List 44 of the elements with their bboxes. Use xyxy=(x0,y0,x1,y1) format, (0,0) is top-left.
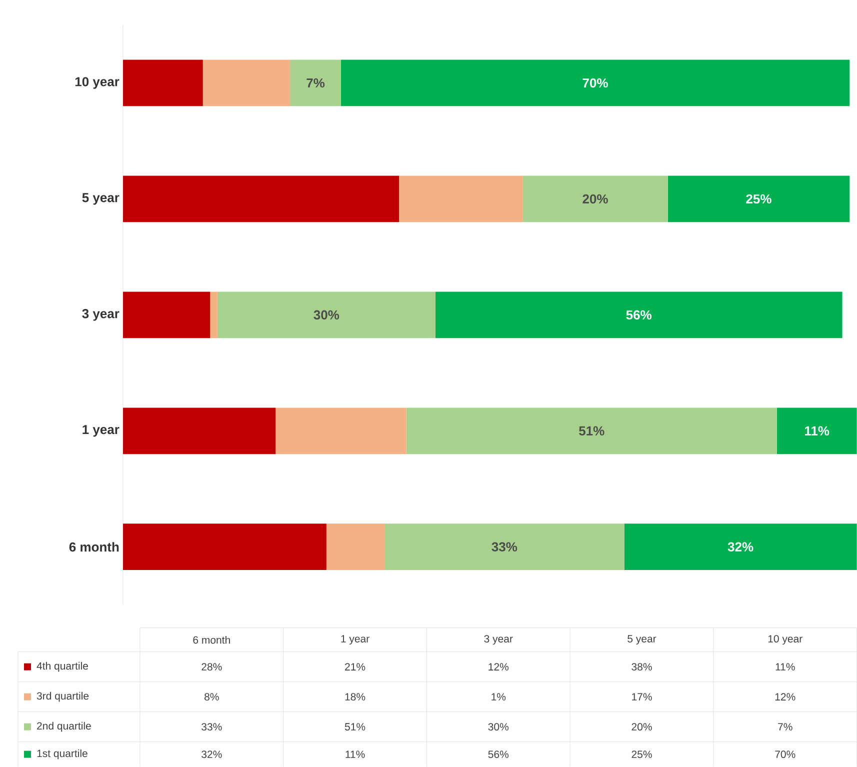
text: 8% xyxy=(204,693,219,701)
legend-label: 2nd quartile xyxy=(37,722,91,732)
text: 1% xyxy=(492,693,506,700)
legend-label: 4th quartile xyxy=(36,662,88,672)
y-tick-label: 6 month xyxy=(69,542,119,552)
data-label: 20% xyxy=(582,194,608,204)
legend-label: 3rd quartile xyxy=(36,692,89,702)
y-tick-label: 5 year xyxy=(82,193,120,205)
text: 30% xyxy=(488,723,509,731)
data-label: 51% xyxy=(579,426,604,436)
category-label: 1 year xyxy=(341,635,370,645)
category-label: 10 year xyxy=(768,635,802,645)
y-tick-label: 1 year xyxy=(82,425,120,437)
y-tick-label: 3 year xyxy=(82,309,120,321)
text: 70% xyxy=(775,750,796,758)
text: 33% xyxy=(202,723,222,731)
text: 38% xyxy=(632,663,652,671)
data-label: 56% xyxy=(626,310,652,320)
text: 32% xyxy=(202,750,222,758)
data-label: 70% xyxy=(582,78,608,88)
text: 28% xyxy=(202,663,222,671)
text: 12% xyxy=(775,693,796,701)
category-label: 6 month xyxy=(193,636,230,644)
data-label: 30% xyxy=(314,310,340,320)
text: 20% xyxy=(632,723,652,731)
legend-label: 1st quartile xyxy=(37,749,88,760)
data-label: 11% xyxy=(805,426,830,436)
text: 56% xyxy=(488,750,509,758)
category-label: 3 year xyxy=(484,635,513,645)
text: 21% xyxy=(345,663,366,671)
text: 11% xyxy=(776,663,795,670)
category-label: 5 year xyxy=(628,635,656,645)
text: 25% xyxy=(632,750,652,758)
text: 51% xyxy=(344,723,366,731)
data-label: 32% xyxy=(728,542,754,552)
text: 12% xyxy=(488,663,509,671)
text: 18% xyxy=(345,693,366,701)
data-label: 33% xyxy=(492,542,518,552)
data-label: 7% xyxy=(306,78,325,88)
text: 17% xyxy=(632,693,652,700)
text: 7% xyxy=(778,723,792,730)
y-tick-label: 10 year xyxy=(75,77,120,89)
data-label: 25% xyxy=(746,194,772,204)
text: 11% xyxy=(346,750,365,758)
